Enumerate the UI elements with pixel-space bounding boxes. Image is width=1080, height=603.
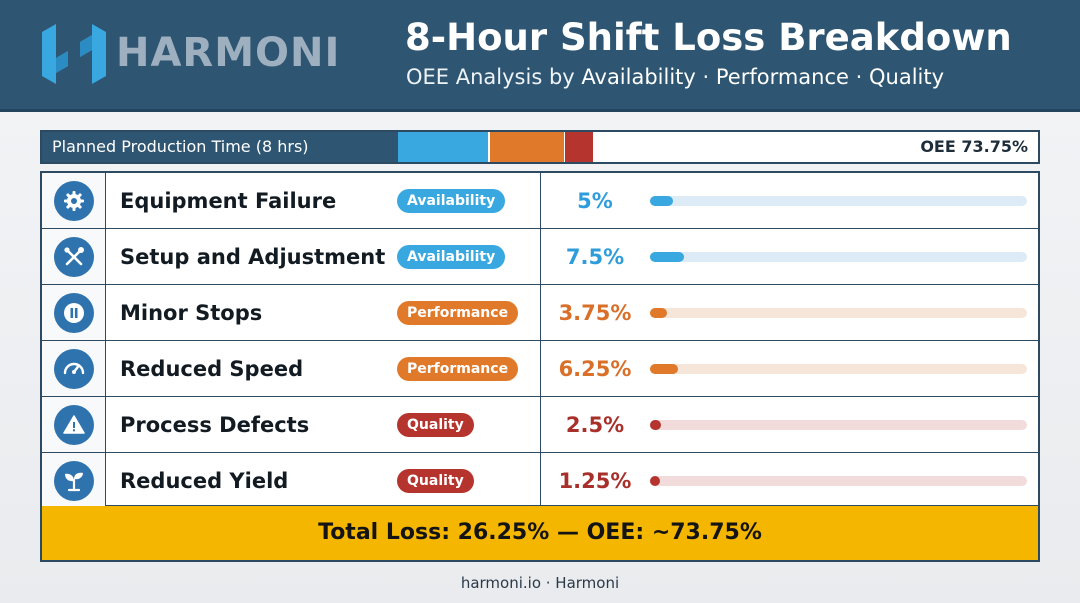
table-row: Minor Stops Performance 3.75% [42, 285, 1038, 341]
table-row: Process Defects Quality 2.5% [42, 397, 1038, 453]
category-badge: Availability [397, 245, 506, 269]
tools-icon [54, 237, 94, 277]
loss-bar-track [650, 196, 1027, 206]
loss-label: Process Defects [120, 413, 310, 437]
loss-bar-fill [650, 196, 673, 206]
loss-bar-fill [650, 252, 684, 262]
page-title: 8-Hour Shift Loss Breakdown [405, 16, 1012, 59]
loss-table: Equipment Failure Availability 5% Setup … [40, 171, 1040, 509]
header-banner: HARMONI 8-Hour Shift Loss Breakdown OEE … [0, 0, 1080, 112]
table-row: Setup and Adjustment Availability 7.5% [42, 229, 1038, 285]
loss-bar-track [650, 308, 1027, 318]
harmoni-logo-icon [42, 24, 106, 84]
performance-loss-segment [490, 132, 564, 162]
pause-icon [54, 293, 94, 333]
loss-percent: 6.25% [558, 357, 632, 381]
availability-loss-segment [398, 132, 488, 162]
table-row: Equipment Failure Availability 5% [42, 173, 1038, 229]
oee-value: OEE 73.75% [920, 137, 1028, 156]
loss-label: Reduced Speed [120, 357, 304, 381]
loss-label: Equipment Failure [120, 189, 337, 213]
warning-icon [54, 405, 94, 445]
speedometer-icon [54, 349, 94, 389]
loss-bar-fill [650, 364, 679, 374]
planned-production-bar: Planned Production Time (8 hrs) OEE 73.7… [40, 130, 1040, 164]
loss-percent: 1.25% [558, 469, 632, 493]
planned-production-label: Planned Production Time (8 hrs) [42, 132, 398, 162]
sprout-icon [54, 461, 94, 501]
footer-text: harmoni.io · Harmoni [460, 574, 620, 592]
table-row: Reduced Yield Quality 1.25% [42, 453, 1038, 509]
page-subtitle: OEE Analysis by Availability · Performan… [406, 65, 945, 89]
loss-percent: 7.5% [565, 245, 625, 269]
total-loss-banner: Total Loss: 26.25% — OEE: ~73.75% [40, 506, 1040, 562]
loss-bar-fill [650, 420, 662, 430]
category-badge: Performance [397, 301, 519, 325]
loss-bar-track [650, 252, 1027, 262]
loss-bar-fill [650, 308, 667, 318]
loss-bar-track [650, 364, 1027, 374]
category-badge: Quality [397, 413, 474, 437]
quality-loss-segment [565, 132, 593, 162]
brand-name: HARMONI [116, 30, 341, 76]
category-badge: Availability [397, 189, 506, 213]
loss-bar-fill [650, 476, 660, 486]
loss-label: Reduced Yield [120, 469, 289, 493]
category-badge: Performance [397, 357, 519, 381]
loss-bar-track [650, 476, 1027, 486]
category-badge: Quality [397, 469, 474, 493]
loss-percent: 5% [577, 189, 613, 213]
loss-bar-track [650, 420, 1027, 430]
table-row: Reduced Speed Performance 6.25% [42, 341, 1038, 397]
loss-label: Minor Stops [120, 301, 263, 325]
loss-label: Setup and Adjustment [120, 245, 386, 269]
loss-percent: 2.5% [565, 413, 625, 437]
gear-icon [54, 181, 94, 221]
loss-percent: 3.75% [558, 301, 632, 325]
